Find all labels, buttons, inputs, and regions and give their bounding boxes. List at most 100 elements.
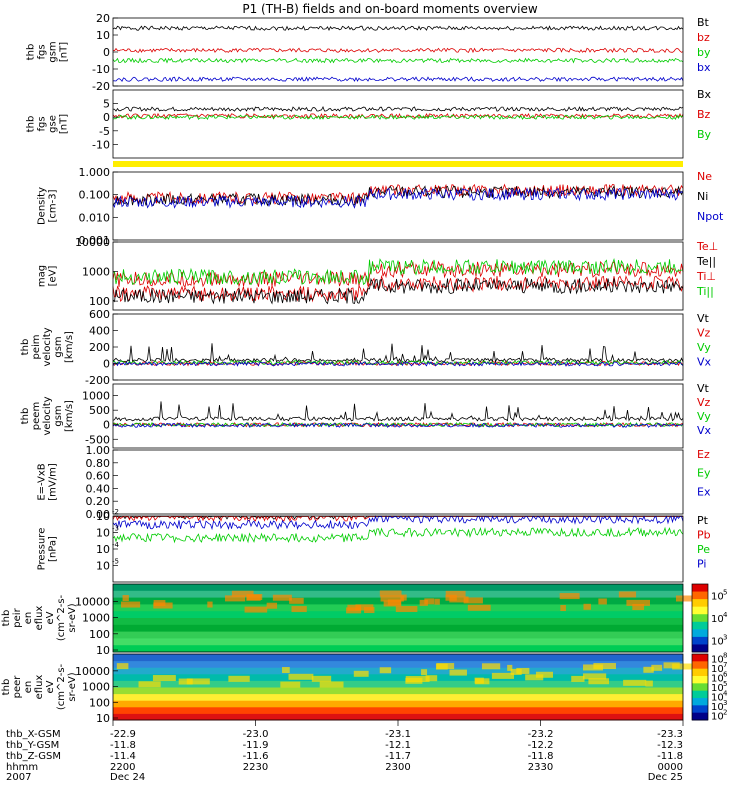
x-tick-date: Dec 25: [648, 772, 683, 783]
y-tick-exponent: -5: [112, 558, 119, 566]
spectrogram-band: [113, 713, 683, 721]
colorbar-segment: [692, 690, 708, 699]
x-tick-z_gsm: -11.6: [243, 751, 269, 762]
y-tick-label: 0: [103, 111, 110, 124]
legend-Te||: Te||: [696, 255, 716, 268]
x-tick-date: Dec 24: [110, 772, 145, 783]
spectrogram-cell: [463, 597, 483, 604]
spectrogram-cell: [152, 675, 176, 682]
y-tick-label: 0.40: [86, 482, 111, 495]
x-tick-y_gsm: -11.9: [243, 740, 269, 751]
series-line-Pi: [112, 515, 684, 531]
series-line-Te||: [112, 277, 684, 305]
colorbar-segment: [692, 668, 708, 677]
y-tick-label: -10: [92, 63, 110, 76]
spectrogram-cell: [346, 607, 362, 614]
y-tick-label: 0.80: [86, 457, 111, 470]
legend-Te⊥: Te⊥: [696, 240, 718, 253]
legend-Vy: Vy: [697, 341, 711, 354]
x-row-label: thb_Y-GSM: [6, 740, 59, 751]
colorbar-label: 10: [711, 637, 724, 648]
spectrogram-cell: [395, 606, 418, 613]
series-line-by: [112, 57, 684, 64]
spectrogram-band: [113, 693, 683, 701]
y-axis-label: sr-eV): [67, 603, 78, 632]
spectrogram-cell: [481, 663, 501, 670]
spectrogram-band: [113, 660, 683, 668]
colorbar-exponent: 3: [723, 634, 727, 642]
y-axis-label: [mV/m]: [48, 463, 59, 501]
spectrogram-cell: [663, 662, 680, 669]
legend-Ez: Ez: [697, 448, 710, 461]
panel-frame: [112, 171, 684, 241]
panel-density: 1.000 0.100 0.010 0.001 Density [cm-3] Ne Ni Npo…: [37, 166, 724, 247]
legend-bz: bz: [697, 31, 710, 44]
y-axis-label: en: [23, 681, 34, 694]
panel-frame: [112, 383, 684, 449]
y-tick-label: 1000: [82, 681, 110, 694]
y-axis-label: [nPa]: [48, 536, 59, 562]
spectrogram-cell: [571, 675, 585, 682]
spectrogram-cell: [288, 673, 314, 680]
colorbar-segment: [692, 606, 708, 615]
y-axis-label: thb: [26, 116, 37, 133]
y-tick-label: 1000: [82, 266, 110, 279]
spectrogram-cell: [588, 678, 610, 685]
spectrogram-cell: [116, 663, 129, 670]
y-tick-label: -200: [85, 374, 110, 387]
spectrogram-cell: [510, 668, 522, 675]
legend-Vy: Vy: [697, 410, 711, 423]
y-tick-label: 10: [96, 560, 110, 573]
y-axis-label: peem: [31, 402, 42, 430]
y-tick-label: 0.001: [79, 234, 111, 247]
colorbar-label: 10: [711, 655, 724, 666]
spectrogram-cell: [364, 607, 375, 614]
spectrogram-cell: [379, 590, 402, 597]
y-axis-label: velocity: [42, 396, 53, 435]
colorbar-label: 10: [711, 591, 724, 602]
panel-frame: [112, 449, 684, 515]
x-tick-z_gsm: -11.7: [385, 751, 411, 762]
x-tick-x_gsm: -23.3: [657, 729, 683, 740]
y-tick-label: 10: [96, 29, 110, 42]
spectrogram-cell: [583, 603, 591, 610]
spectrogram-cell: [623, 679, 647, 686]
spectrogram-cell: [228, 675, 250, 682]
spectrogram-cell: [400, 594, 407, 601]
colorbar-label: 10: [711, 664, 724, 675]
y-axis-label: Density: [37, 187, 48, 225]
legend-Npot: Npot: [697, 210, 724, 223]
y-axis-label: thb: [20, 408, 31, 425]
y-tick-label: 10: [96, 527, 110, 540]
colorbar-segment: [692, 698, 708, 706]
series-line-Pe: [112, 526, 684, 544]
panel-frame: [112, 89, 684, 159]
spectrogram-band: [113, 687, 683, 695]
colorbar-label: 10: [711, 702, 724, 713]
x-tick-z_gsm: -11.8: [528, 751, 554, 762]
legend-Ni: Ni: [697, 190, 708, 203]
y-tick-label: 1.00: [86, 444, 111, 457]
series-line-Ti||: [112, 257, 684, 286]
x-tick-hhmm: 2200: [110, 762, 135, 773]
spectrogram-cell: [272, 594, 292, 601]
y-tick-label: 600: [89, 308, 110, 321]
y-tick-label: 200: [89, 341, 110, 354]
panel-frame: [112, 583, 684, 653]
y-axis-label: [eV]: [48, 266, 59, 287]
spectrogram-band: [113, 654, 683, 662]
series-line-Te⊥: [112, 274, 684, 303]
spectrogram-cell: [672, 663, 693, 670]
legend-bx: bx: [697, 61, 711, 74]
colorbar-segment: [692, 661, 708, 670]
colorbar-segment: [692, 654, 708, 662]
spectrogram-cell: [424, 598, 435, 605]
spectrogram-cell: [186, 678, 210, 685]
series-line-Ti⊥: [112, 260, 684, 288]
y-tick-exponent: -4: [112, 541, 120, 549]
y-axis-label: sr-eV): [67, 672, 78, 701]
spectrogram-band: [113, 645, 683, 653]
